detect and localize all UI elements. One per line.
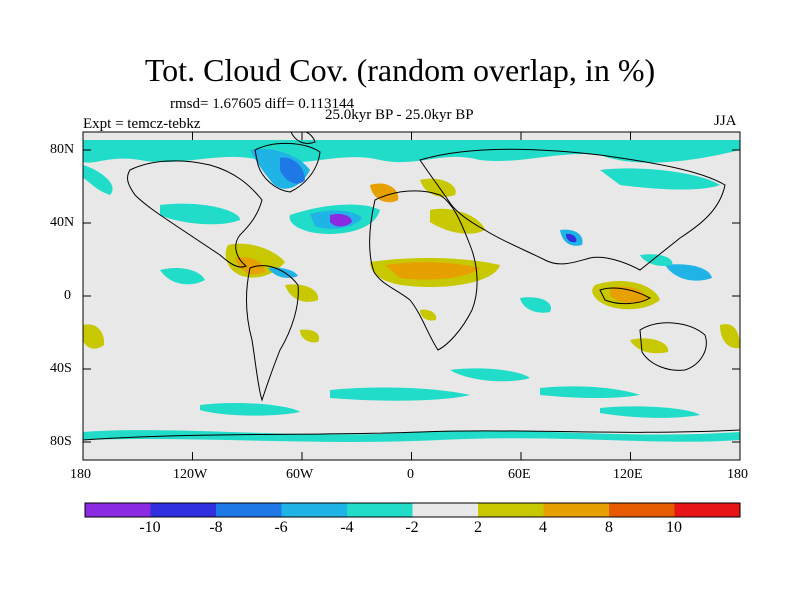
lat-label: 80N	[50, 142, 75, 157]
lon-label: 120E	[613, 467, 643, 482]
colorbar-swatch	[609, 503, 675, 517]
colorbar-label: -6	[274, 519, 288, 536]
colorbar-swatch	[85, 503, 151, 517]
colorbar-swatch	[216, 503, 282, 517]
lon-label: 120W	[173, 467, 208, 482]
colorbar-swatch	[281, 503, 347, 517]
lat-label: 40S	[50, 361, 72, 376]
lon-label: 0	[407, 467, 414, 482]
lon-label: 60E	[508, 467, 531, 482]
colorbar	[84, 502, 741, 518]
colorbar-label: -10	[139, 519, 161, 536]
lon-label: 180	[70, 467, 91, 482]
colorbar-label: -8	[209, 519, 223, 536]
colorbar-swatch	[543, 503, 609, 517]
coastlines	[83, 132, 740, 441]
lon-label: 180	[727, 467, 748, 482]
map-title: Tot. Cloud Cov. (random overlap, in %)	[144, 52, 656, 88]
lat-label: 40N	[50, 215, 75, 230]
lat-label: 0	[64, 288, 71, 303]
colorbar-swatch	[150, 503, 216, 517]
period-label: 25.0kyr BP - 25.0kyr BP	[325, 107, 474, 123]
colorbar-label: -2	[405, 519, 419, 536]
colorbar-label: 2	[474, 519, 482, 536]
lon-label: 60W	[286, 467, 314, 482]
colorbar-label: 4	[539, 519, 547, 536]
colorbar-swatch	[412, 503, 478, 517]
colorbar-label: 10	[666, 519, 682, 536]
stats-label: rmsd= 1.67605 diff= 0.113144	[170, 96, 354, 112]
experiment-label: Expt = temcz-tebkz	[83, 116, 201, 132]
colorbar-swatch	[478, 503, 544, 517]
season-label: JJA	[714, 113, 737, 129]
axis-ticks	[82, 132, 741, 460]
anomaly-layer	[83, 140, 740, 460]
colorbar-swatch	[347, 503, 413, 517]
colorbar-label: -4	[340, 519, 354, 536]
lat-label: 80S	[50, 434, 72, 449]
colorbar-label: 8	[605, 519, 613, 536]
colorbar-swatch	[674, 503, 740, 517]
